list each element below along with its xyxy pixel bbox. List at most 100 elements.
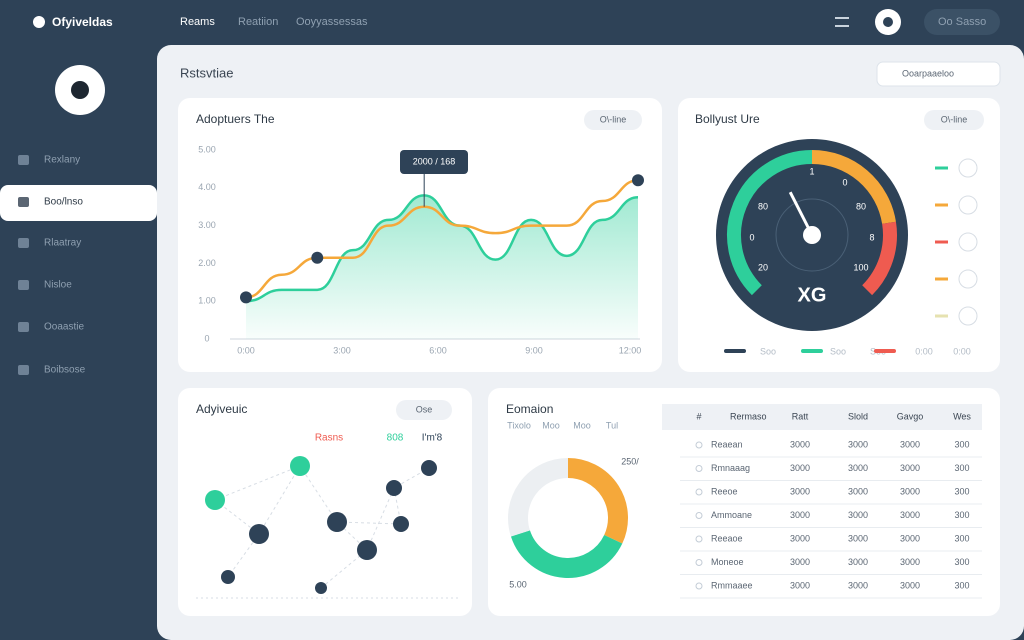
nav-item[interactable]: Reams [180,16,215,28]
table-cell: 3000 [790,510,810,520]
menu-icon[interactable] [835,17,849,27]
tooltip-label: 2000 / 168 [413,156,456,166]
avatar-patch [883,17,893,27]
table-header: Gavgo [897,411,924,421]
gauge-label: 0 [842,177,847,187]
tab[interactable]: Moo [573,420,591,430]
legend-label: Soo [830,346,846,356]
point [632,174,644,187]
table-cell: Reeoe [711,486,738,496]
search-box[interactable] [876,61,1001,87]
row-radio[interactable] [695,441,703,449]
legend-label: 808 [387,433,404,444]
donut-label: 5.00 [509,579,527,589]
y-tick-label: 4.00 [198,182,216,192]
y-tick-label: 3.00 [198,220,216,230]
gauge-label: 80 [856,201,866,211]
gauge-center: XG [798,284,827,306]
legend-label: Rasns [315,433,343,444]
panel-button[interactable] [584,110,642,130]
table-header: Wes [953,411,971,421]
table-cell: 300 [954,580,969,590]
legend-label: 0:00 [915,346,933,356]
table-cell: Rmmaaee [711,580,753,590]
menu-item[interactable]: Boibsose [44,365,86,376]
menu-item[interactable]: Rlaatray [44,238,81,249]
menu-icon [18,322,29,332]
donut-segment [567,458,628,544]
table-cell: Reeaoe [711,533,743,543]
table-cell: 3000 [848,439,868,449]
table-cell: 3000 [900,533,920,543]
table-cell: 3000 [790,463,810,473]
row-radio[interactable] [695,582,703,590]
logo-patch [71,81,89,99]
table-cell: 300 [954,533,969,543]
gauge-segment [727,150,813,296]
menu-icon [18,365,29,375]
table-cell: Reaean [711,439,743,449]
y-tick-label: 1.00 [198,296,216,306]
panel-title: Bollyust Ure [695,112,760,126]
row-radio[interactable] [695,512,703,519]
table-header: Rermaso [730,411,767,421]
area-fill [246,195,638,339]
legend-icon [958,158,978,178]
table-header: Slold [848,411,868,421]
button-label: O\-line [600,114,627,124]
tooltip [400,150,468,174]
table-cell: 3000 [900,580,920,590]
brand-icon [33,16,45,28]
point [240,291,252,304]
table-cell: 3000 [900,486,920,496]
table-cell: 3000 [790,533,810,543]
x-tick-label: 6:00 [429,345,447,355]
menu-icon [18,155,29,165]
table-cell: 3000 [900,463,920,473]
table-cell: 3000 [900,557,920,567]
menu-item[interactable]: Ooaastie [44,322,84,333]
tab[interactable]: Tul [606,420,618,430]
donut-segment [510,529,623,578]
table-cell: 300 [954,557,969,567]
user-pill[interactable] [924,9,1000,35]
table-cell: 3000 [848,486,868,496]
menu-icon [18,238,29,248]
row-radio[interactable] [695,535,703,543]
legend-label: Soo [760,346,776,356]
panel-button[interactable] [924,110,984,130]
nav-item[interactable]: Reatiion [238,16,278,28]
legend-label: I'm'8 [422,433,443,444]
table-cell: 3000 [848,463,868,473]
y-tick-label: 0 [204,333,209,343]
legend-icon [958,232,978,252]
table-cell: 3000 [900,439,920,449]
row-radio[interactable] [695,559,703,566]
panel-title: Eomaion [506,402,553,416]
tab[interactable]: Moo [542,420,560,430]
table-cell: 3000 [790,486,810,496]
row-radio[interactable] [695,488,703,496]
tab[interactable]: Tixolo [507,420,531,430]
table-cell: Ammoane [711,510,752,520]
gauge-label: 20 [758,262,768,272]
nav-item[interactable]: Ooyyassessas [296,16,368,28]
network-nodes [205,456,437,594]
table-cell: 3000 [790,580,810,590]
point [311,251,324,264]
row-radio[interactable] [695,465,703,472]
menu-item[interactable]: Rexlany [44,155,80,166]
menu-item[interactable]: Nisloe [44,280,72,291]
search-placeholder: Ooarpaaeloo [902,68,954,78]
active-menu-bg[interactable] [0,185,157,221]
table-header: Ratt [792,411,809,421]
panel-button[interactable] [396,400,452,420]
y-tick-label: 5.00 [198,144,216,154]
menu-item[interactable]: Boo/lnso [44,197,83,208]
table-cell: 3000 [848,533,868,543]
table-cell: 300 [954,486,969,496]
table-header: # [696,411,701,421]
legend-icon [958,269,978,289]
needle-hub [803,226,821,244]
